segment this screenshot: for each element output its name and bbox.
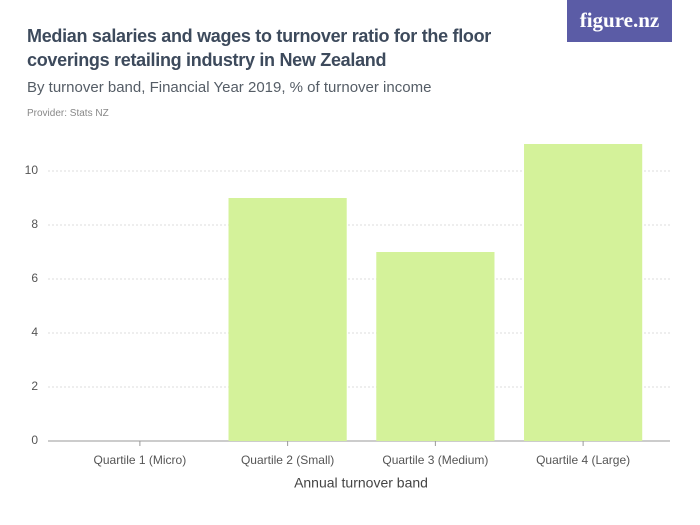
chart-title: Median salaries and wages to turnover ra… [27,26,491,70]
y-tick-label: 6 [31,271,38,285]
y-tick-label: 2 [31,379,38,393]
x-tick-label: Quartile 4 (Large) [536,453,630,467]
x-axis-label: Annual turnover band [294,475,428,491]
x-tick-label: Quartile 3 (Medium) [382,453,488,467]
y-tick-label: 0 [31,433,38,447]
x-tick-label: Quartile 1 (Micro) [94,453,187,467]
y-tick-label: 8 [31,217,38,231]
x-tick-label: Quartile 2 (Small) [241,453,334,467]
y-tick-label: 4 [31,325,38,339]
y-tick-label: 10 [25,163,39,177]
logo[interactable]: figure.nz [567,0,672,42]
chart-subtitle: By turnover band, Financial Year 2019, %… [27,79,432,96]
bar [228,198,347,441]
bar [376,252,495,441]
provider: Provider: Stats NZ [27,108,109,119]
bar [524,144,643,441]
